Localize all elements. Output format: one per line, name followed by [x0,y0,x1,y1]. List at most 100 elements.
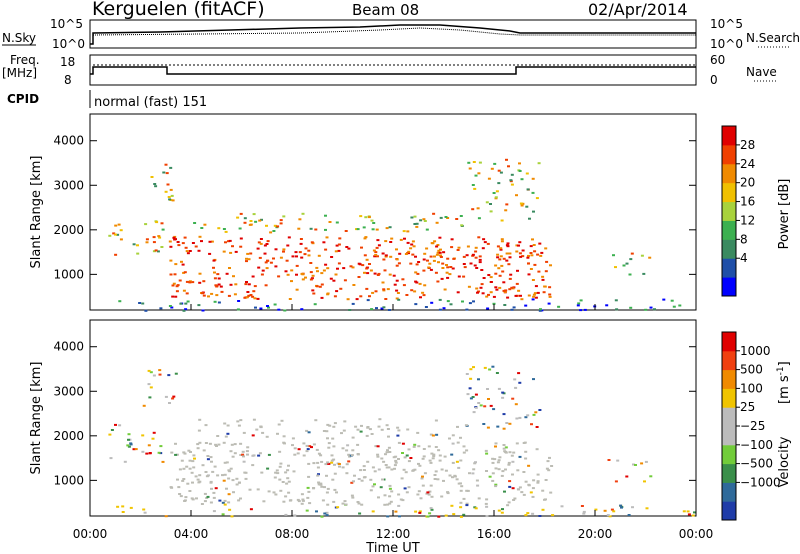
scatter-cell [536,291,540,294]
scatter-cell [450,504,454,507]
scatter-cell [251,464,255,467]
scatter-cell [541,489,545,492]
scatter-cell [530,254,534,257]
scatter-cell [395,264,399,267]
scatter-cell [326,461,330,464]
scatter-cell [465,373,469,375]
scatter-cell [501,470,505,473]
scatter-cell [274,471,278,474]
scatter-cell [284,513,288,516]
scatter-cell [431,434,435,437]
scatter-cell [212,266,215,269]
scatter-cell [301,499,305,502]
scatter-cell [153,183,157,185]
scatter-cell [434,271,438,274]
scatter-cell [504,209,508,212]
scatter-cell [245,296,249,299]
scatter-cell [257,454,261,457]
scatter-cell [496,425,500,428]
colorbar-swatch [722,277,736,297]
scatter-cell [252,290,256,293]
scatter-cell [365,267,369,270]
scatter-cell [229,450,233,453]
colorbar-swatch [722,201,736,221]
scatter-cell [417,261,421,263]
scatter-cell [438,236,442,239]
scatter-cell [416,431,420,434]
scatter-cell [194,245,198,248]
scatter-cell [421,291,425,294]
scatter-cell [506,504,510,507]
scatter-cell [430,508,434,511]
scatter-cell [405,491,409,494]
scatter-cell [448,273,452,276]
scatter-cell [184,302,188,305]
scatter-cell [459,459,463,462]
scatter-cell [196,478,200,481]
scatter-cell [136,244,139,247]
scatter-cell [372,249,376,252]
scatter-cell [249,294,253,296]
scatter-cell [500,264,504,267]
scatter-cell [524,416,528,419]
scatter-cell [534,411,538,414]
scatter-cell [177,486,181,489]
scatter-cell [548,295,552,298]
scatter-cell [415,263,419,266]
scatter-cell [459,506,463,509]
scatter-cell [404,253,408,255]
scatter-cell [322,241,326,244]
scatter-cell [640,462,644,465]
scatter-cell [281,481,285,483]
scatter-cell [374,251,378,254]
scatter-cell [366,460,370,463]
scatter-cell [374,290,378,293]
scatter-cell [442,251,446,254]
scatter-cell [410,243,414,246]
scatter-cell [210,292,214,295]
y-tick-label: 1000 [53,473,84,487]
scatter-cell [439,248,442,251]
scatter-cell [439,254,442,257]
scatter-cell [545,467,549,470]
scatter-cell [508,422,512,425]
radar-title: Kerguelen (fitACF) [92,0,265,20]
scatter-cell [267,453,271,456]
scatter-cell [536,480,540,483]
scatter-cell [276,225,280,228]
scatter-cell [577,302,581,305]
scatter-cell [438,454,442,457]
nsky-tick-top: 10^5 [50,17,83,31]
scatter-cell [172,395,176,398]
scatter-cell [517,372,521,375]
scatter-cell [460,485,464,488]
scatter-cell [532,413,536,416]
scatter-cell [180,459,184,462]
scatter-cell [412,245,416,248]
scatter-cell [472,411,476,414]
scatter-cell [211,470,215,473]
scatter-cell [166,183,170,186]
scatter-cell [341,502,345,505]
scatter-cell [353,474,356,477]
scatter-cell [206,455,210,457]
scatter-cell [197,429,201,432]
scatter-cell [513,497,517,500]
scatter-cell [428,262,432,265]
scatter-cell [227,493,231,496]
scatter-cell [325,491,329,494]
scatter-cell [510,173,514,176]
scatter-cell [491,472,495,475]
scatter-cell [451,434,455,437]
scatter-cell [217,301,221,304]
scatter-cell [438,298,442,301]
scatter-cell [249,252,253,255]
scatter-cell [178,279,182,282]
scatter-cell [160,222,164,225]
scatter-cell [430,301,434,304]
scatter-cell [274,493,278,496]
scatter-cell [304,247,308,250]
scatter-cell [189,451,192,453]
scatter-cell [522,471,526,473]
scatter-cell [203,223,207,226]
